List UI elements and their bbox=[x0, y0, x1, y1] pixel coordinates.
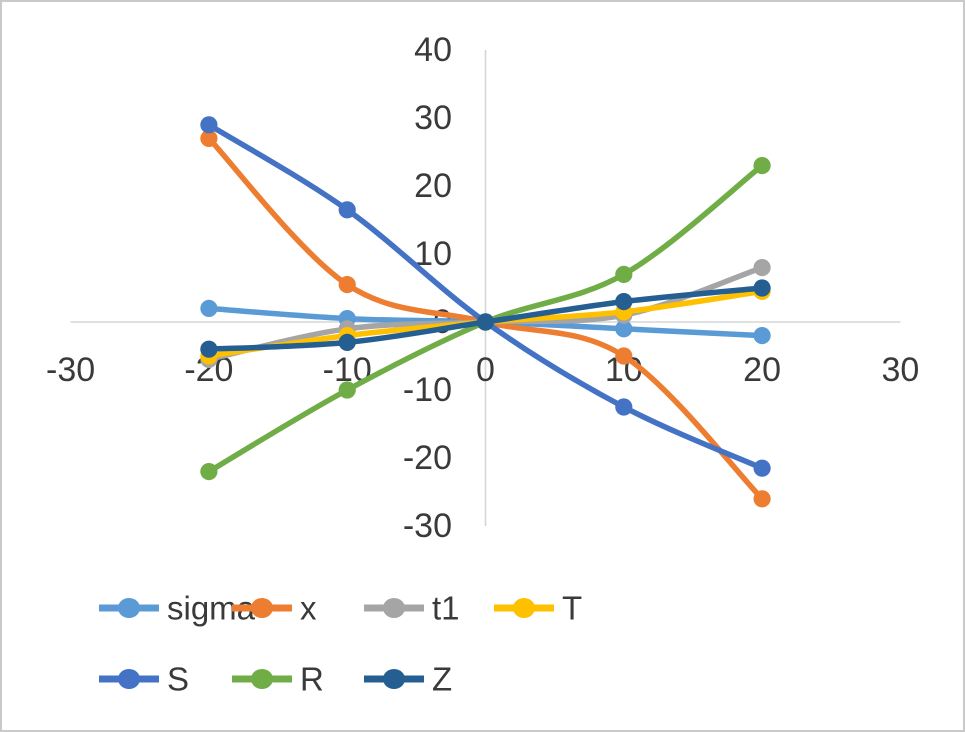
x-tick-label: 0 bbox=[476, 351, 495, 389]
data-point-S bbox=[615, 398, 633, 416]
data-point-S bbox=[753, 459, 771, 477]
data-point-sigma bbox=[753, 327, 771, 345]
legend-marker-Z bbox=[383, 669, 405, 689]
legend-label-R: R bbox=[300, 661, 324, 698]
x-tick-label: -30 bbox=[46, 351, 95, 389]
legend: sigma x t1 TS R Z bbox=[99, 590, 582, 698]
legend-marker-sigma bbox=[118, 598, 140, 618]
legend-marker-T bbox=[513, 598, 535, 618]
legend-label-S: S bbox=[167, 661, 189, 698]
y-tick-label: 20 bbox=[414, 167, 452, 205]
y-tick-label: -30 bbox=[403, 507, 452, 545]
y-tick-label: -20 bbox=[403, 439, 452, 477]
legend-item-T: T bbox=[494, 590, 582, 627]
data-point-S bbox=[200, 116, 218, 134]
y-tick-label: 40 bbox=[414, 31, 452, 69]
x-tick-label: 30 bbox=[881, 351, 919, 389]
legend-label-t1: t1 bbox=[432, 590, 460, 627]
data-point-Z bbox=[338, 333, 356, 351]
data-point-t1 bbox=[753, 259, 771, 277]
data-point-Z bbox=[615, 293, 633, 311]
data-point-x bbox=[200, 129, 218, 147]
legend-marker-x bbox=[251, 598, 273, 618]
data-point-sigma bbox=[200, 299, 218, 317]
legend-item-R: R bbox=[232, 661, 324, 698]
data-point-x bbox=[615, 347, 633, 365]
data-point-x bbox=[338, 276, 356, 294]
legend-marker-R bbox=[251, 669, 273, 689]
data-point-Z bbox=[200, 340, 218, 358]
x-tick-label: 20 bbox=[743, 351, 781, 389]
data-point-Z bbox=[753, 279, 771, 297]
data-point-sigma bbox=[615, 320, 633, 338]
legend-item-x: x bbox=[232, 590, 317, 627]
data-point-x bbox=[753, 490, 771, 508]
legend-item-Z: Z bbox=[364, 661, 452, 698]
legend-item-t1: t1 bbox=[364, 590, 460, 627]
data-point-R bbox=[338, 381, 356, 399]
data-point-R bbox=[615, 265, 633, 283]
y-tick-label: 30 bbox=[414, 99, 452, 137]
legend-label-T: T bbox=[562, 590, 582, 627]
y-tick-label: -10 bbox=[403, 371, 452, 409]
legend-label-Z: Z bbox=[432, 661, 452, 698]
legend-marker-t1 bbox=[383, 598, 405, 618]
legend-marker-S bbox=[118, 669, 140, 689]
data-point-R bbox=[200, 463, 218, 481]
legend-label-x: x bbox=[300, 590, 317, 627]
data-point-Z bbox=[476, 313, 495, 331]
legend-item-S: S bbox=[99, 661, 189, 698]
series-Z bbox=[200, 279, 771, 358]
data-point-R bbox=[753, 157, 771, 175]
data-point-S bbox=[338, 201, 356, 219]
